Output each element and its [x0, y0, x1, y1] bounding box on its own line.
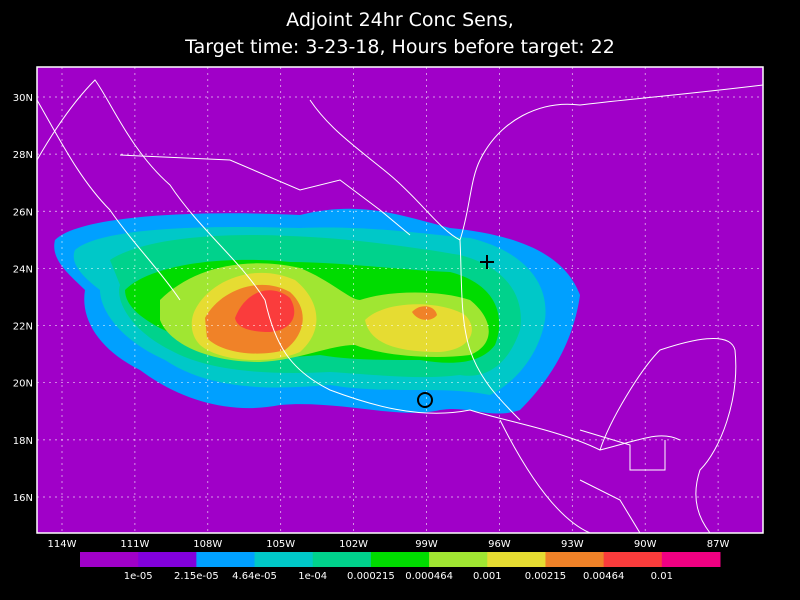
lat-label: 28N: [13, 150, 33, 161]
colorbar-swatch: [603, 552, 663, 567]
colorbar-swatch: [661, 552, 721, 567]
colorbar-swatch: [312, 552, 372, 567]
lon-label: 99W: [415, 539, 438, 550]
graticule: [37, 67, 763, 533]
colorbar-swatch: [429, 552, 488, 567]
lon-label: 108W: [193, 539, 222, 550]
contour-region: [235, 290, 295, 332]
colorbar-label: 1e-04: [298, 571, 327, 582]
colorbar-swatch: [254, 552, 314, 567]
lon-label: 102W: [339, 539, 368, 550]
lon-label: 87W: [707, 539, 730, 550]
lat-label: 20N: [13, 379, 33, 390]
colorbar-swatch: [370, 552, 430, 567]
map-frame: [36, 66, 764, 534]
lon-label: 96W: [488, 539, 511, 550]
lon-label: 111W: [120, 539, 149, 550]
colorbar-swatch: [196, 552, 256, 567]
colorbar-label: 1e-05: [124, 571, 153, 582]
map-plot: [36, 66, 764, 534]
lat-label: 24N: [13, 264, 33, 275]
lat-label: 18N: [13, 436, 33, 447]
coastline: [36, 79, 764, 534]
colorbar-label: 2.15e-05: [174, 571, 219, 582]
title-line-2: Target time: 3-23-18, Hours before targe…: [184, 36, 615, 58]
lon-label: 90W: [634, 539, 657, 550]
target-marker: [480, 255, 494, 269]
lat-label: 26N: [13, 207, 33, 218]
lat-label: 22N: [13, 322, 33, 333]
colorbar-swatch: [80, 552, 139, 567]
lat-label: 16N: [13, 493, 33, 504]
lon-label: 93W: [561, 539, 584, 550]
lon-label: 105W: [266, 539, 295, 550]
colorbar-label: 4.64e-05: [232, 571, 277, 582]
source-marker: [417, 392, 433, 408]
colorbar-swatch: [487, 552, 546, 567]
colorbar-swatch: [138, 552, 197, 567]
colorbar-swatch: [545, 552, 605, 567]
colorbar-label: 0.001: [473, 571, 502, 582]
colorbar-label: 0.01: [651, 571, 673, 582]
title-line-1: Adjoint 24hr Conc Sens,: [286, 9, 514, 31]
colorbar-label: 0.00215: [525, 571, 566, 582]
lat-label: 30N: [13, 93, 33, 104]
colorbar: 1e-05 2.15e-05 4.64e-05 1e-04 0.000215 0.0004…: [80, 552, 721, 582]
colorbar-label: 0.000464: [405, 571, 453, 582]
colorbar-label: 0.00464: [583, 571, 624, 582]
lon-label: 114W: [48, 539, 77, 550]
colorbar-label: 0.000215: [347, 571, 395, 582]
